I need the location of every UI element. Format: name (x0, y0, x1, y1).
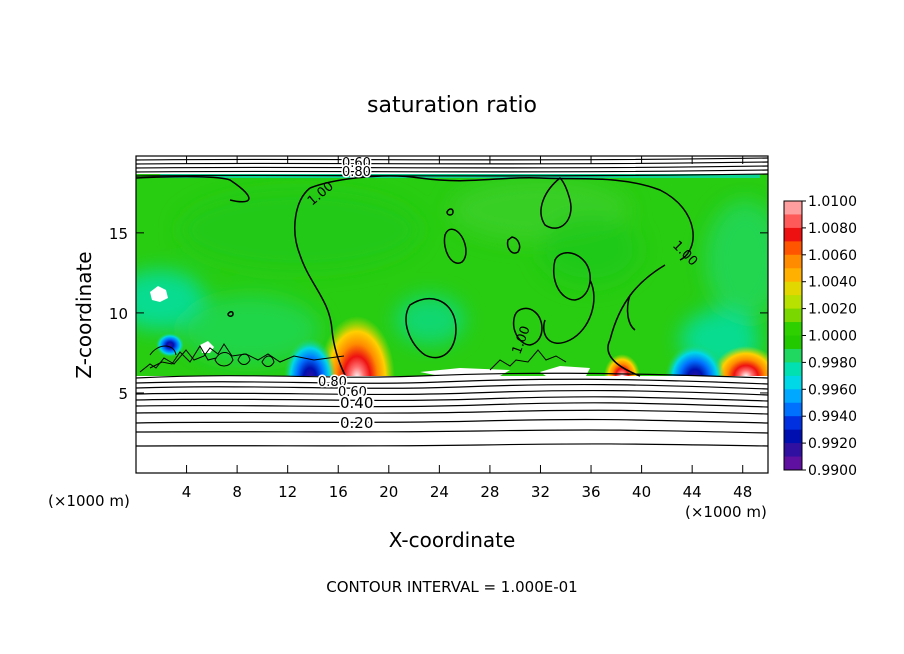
y-axis: 5 10 15 (109, 225, 768, 403)
contour-label: 0.80 (318, 375, 347, 390)
y-tick-label: 15 (109, 225, 128, 243)
x-unit-right: (×1000 m) (685, 503, 767, 521)
stable-layer-contours (135, 372, 769, 447)
x-tick-label: 20 (379, 483, 398, 501)
colorbar-swatch (784, 375, 802, 390)
colorbar-swatch (784, 348, 802, 363)
colorbar-swatch (784, 322, 802, 336)
x-tick-label: 48 (733, 483, 752, 501)
colorbar-label: 1.0000 (808, 329, 857, 345)
x-tick-label: 16 (329, 483, 348, 501)
contour-label: 0.60 (342, 156, 371, 171)
x-tick-label: 28 (480, 483, 499, 501)
colorbar-swatch (784, 254, 802, 269)
cloud-base-ragged-contours (139, 343, 567, 373)
x-tick-label: 8 (232, 483, 242, 501)
chart-title: saturation ratio (367, 93, 537, 118)
colorbar-label: 0.9960 (808, 382, 857, 398)
contour-label: 0.80 (342, 165, 371, 180)
white-patches (150, 286, 590, 376)
colorbar-swatch (784, 227, 802, 242)
contour-label: 0.60 (338, 385, 367, 400)
y-tick-label: 5 (118, 385, 128, 403)
x-tick-label: 32 (531, 483, 550, 501)
upper-cap-band (136, 158, 768, 174)
x-axis-label: X-coordinate (389, 528, 516, 552)
colorbar: 1.0100 1.0080 1.0060 1.0040 1.0020 1.0000 0.99… (783, 194, 857, 479)
colorbar-label: 0.9900 (808, 463, 857, 479)
colorbar-swatch (784, 308, 802, 323)
colorbar-swatch (784, 201, 802, 215)
colorbar-swatch (784, 362, 802, 377)
colorbar-label: 0.9980 (808, 355, 857, 371)
contour-label: 0.20 (340, 414, 373, 432)
colorbar-label: 1.0100 (808, 194, 857, 210)
x-tick-label: 36 (581, 483, 600, 501)
plot-area (136, 156, 768, 473)
colorbar-swatch (784, 389, 802, 404)
colorbar-swatch (784, 416, 802, 431)
colorbar-swatch (784, 281, 802, 296)
colorbar-label: 1.0040 (808, 275, 857, 291)
colorbar-label: 1.0060 (808, 248, 857, 264)
colorbar-swatch (784, 443, 802, 458)
colorbar-swatch (784, 241, 802, 256)
x-axis: 4 8 12 16 20 24 28 32 36 40 44 48 (182, 156, 752, 501)
unity-contours (135, 175, 694, 377)
x-tick-label: 4 (182, 483, 192, 501)
contour-label: 0.40 (340, 394, 373, 412)
contour-interval-note: CONTOUR INTERVAL = 1.000E-01 (326, 578, 577, 596)
x-unit-left: (×1000 m) (48, 492, 130, 510)
x-tick-label: 12 (278, 483, 297, 501)
x-tick-label: 44 (683, 483, 702, 501)
x-tick-label: 40 (632, 483, 651, 501)
colorbar-swatch (784, 456, 802, 471)
x-tick-label: 24 (430, 483, 449, 501)
colorbar-swatch (784, 295, 802, 310)
subsaturated-minima (156, 333, 725, 376)
colorbar-label: 1.0020 (808, 302, 857, 318)
colorbar-label: 1.0080 (808, 221, 857, 237)
moist-layer-fill (136, 172, 768, 376)
colorbar-swatch (784, 429, 802, 444)
y-axis-label: Z-coordinate (72, 251, 96, 378)
contour-lines (135, 157, 769, 447)
colorbar-swatch (784, 402, 802, 417)
plot-frame (135, 155, 769, 474)
colorbar-label: 0.9940 (808, 409, 857, 425)
colorbar-swatch (784, 335, 802, 350)
colorbar-swatch (784, 268, 802, 283)
colorbar-label: 0.9920 (808, 436, 857, 452)
y-tick-label: 10 (109, 305, 128, 323)
colorbar-swatch (784, 214, 802, 229)
